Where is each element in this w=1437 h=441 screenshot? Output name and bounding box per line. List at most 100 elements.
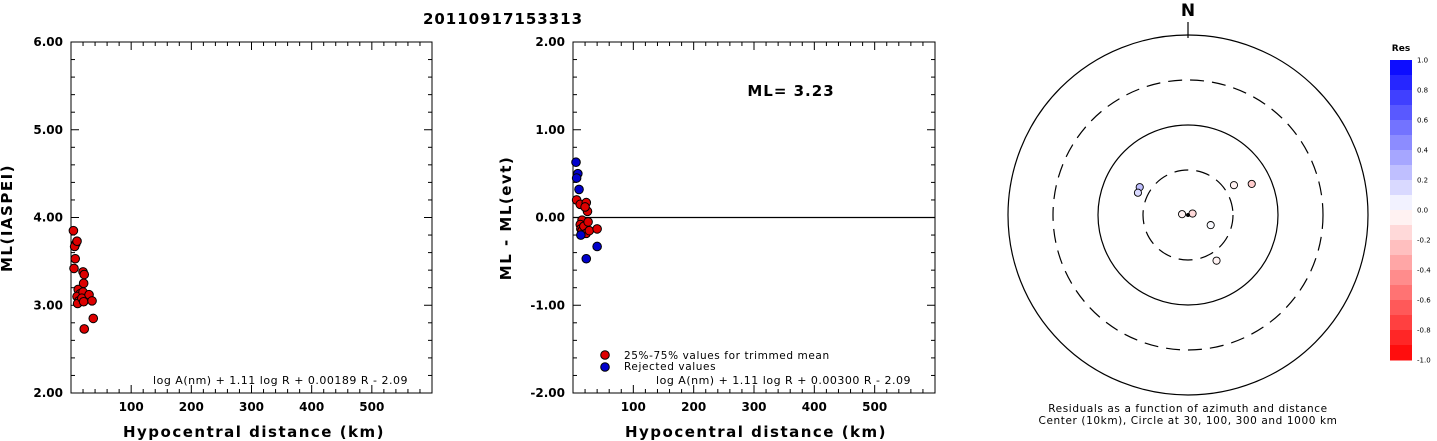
data-point xyxy=(87,296,97,306)
y-tick-label: 1.00 xyxy=(535,123,565,137)
y-tick-labels: 2.00 3.00 4.00 5.00 6.00 xyxy=(33,35,63,400)
colorbar-labels: 1.0 0.8 0.6 0.4 0.2 0.0 -0.2 -0.4 -0.6 -0.8 -1.0 xyxy=(1417,57,1431,365)
data-point xyxy=(583,217,593,227)
y-tick-label: -2.00 xyxy=(530,386,565,400)
ring-100km xyxy=(1097,124,1279,306)
colorbar-cell xyxy=(1390,225,1412,241)
data-point xyxy=(592,241,602,252)
x-tick-label: 200 xyxy=(179,400,204,414)
data-point xyxy=(78,278,89,289)
colorbar-cell xyxy=(1390,285,1412,301)
ml-vs-distance-panel: 2.00 3.00 4.00 5.00 6.00 100 200 300 400 500 ML(… xyxy=(0,35,433,441)
colorbar-label: -0.8 xyxy=(1417,327,1431,335)
colorbar-label: -1.0 xyxy=(1417,357,1431,365)
y-tick-label: 5.00 xyxy=(33,123,63,137)
colorbar-cells xyxy=(1390,60,1412,361)
legend-label-rejected: Rejected values xyxy=(624,361,716,373)
data-point xyxy=(79,269,90,280)
x-tick-label: 500 xyxy=(359,400,384,414)
data-point xyxy=(70,253,81,264)
legend-marker-rejected xyxy=(600,362,610,372)
y-axis-label: ML - ML(evt) xyxy=(497,156,515,280)
y-tick-label: 6.00 xyxy=(33,35,63,49)
ring-30km xyxy=(1142,169,1234,261)
colorbar-cell xyxy=(1390,120,1412,136)
colorbar-label: 0.0 xyxy=(1417,207,1428,215)
colorbar-cell xyxy=(1390,300,1412,316)
data-point xyxy=(69,263,79,274)
map-caption-line2: Center (10km), Circle at 30, 100, 300 an… xyxy=(1039,415,1338,427)
colorbar-title: Res xyxy=(1392,44,1410,54)
x-tick-labels: 100 200 300 400 500 xyxy=(621,400,887,414)
map-caption-line1: Residuals as a function of azimuth and d… xyxy=(1048,403,1328,415)
ml-annotation: ML= 3.23 xyxy=(747,82,834,100)
x-axis-label: Hypocentral distance (km) xyxy=(625,423,887,441)
ring-1000km xyxy=(1007,34,1369,396)
colorbar-cell xyxy=(1390,330,1412,346)
residual-vs-distance-panel: -2.00 -1.00 0.00 1.00 2.00 100 200 300 400 500 M… xyxy=(497,35,936,441)
data-point xyxy=(79,324,90,334)
data-point xyxy=(576,230,586,240)
magnitude-formula: log A(nm) + 1.11 log R + 0.00189 R - 2.0… xyxy=(153,374,408,387)
x-tick-label: 300 xyxy=(741,400,766,414)
colorbar-cell xyxy=(1390,135,1412,151)
station-marker xyxy=(1188,209,1197,218)
x-tick-label: 100 xyxy=(119,400,144,414)
x-tick-label: 400 xyxy=(802,400,827,414)
data-point xyxy=(584,225,595,236)
colorbar-label: -0.4 xyxy=(1417,267,1431,275)
colorbar-cell xyxy=(1390,165,1412,181)
data-points xyxy=(571,157,602,264)
data-point xyxy=(88,313,99,324)
legend-label-trimmed: 25%-75% values for trimmed mean xyxy=(624,350,830,362)
colorbar-cell xyxy=(1390,90,1412,106)
legend-marker-trimmed xyxy=(600,350,610,360)
station-marker xyxy=(1247,179,1256,188)
colorbar-cell xyxy=(1390,180,1412,196)
y-tick-label: 3.00 xyxy=(33,298,63,312)
magnitude-formula: log A(nm) + 1.11 log R + 0.00300 R - 2.0… xyxy=(656,374,911,387)
station-marker xyxy=(1178,210,1187,219)
residual-colorbar: Res 1.0 0.8 0.6 0.4 0.2 0.0 -0.2 -0.4 -0.6 -0.8 -1… xyxy=(1390,44,1431,365)
colorbar-cell xyxy=(1390,315,1412,331)
x-tick-labels: 100 200 300 400 500 xyxy=(119,400,385,414)
figure-title: 20110917153313 xyxy=(423,10,583,28)
colorbar-cell xyxy=(1390,240,1412,256)
y-tick-labels: -2.00 -1.00 0.00 1.00 2.00 xyxy=(530,35,565,400)
y-tick-label: 0.00 xyxy=(535,211,565,225)
colorbar-cell xyxy=(1390,345,1412,361)
colorbar-cell xyxy=(1390,210,1412,226)
colorbar-label: 0.8 xyxy=(1417,87,1428,95)
colorbar-label: -0.6 xyxy=(1417,297,1431,305)
x-axis-label: Hypocentral distance (km) xyxy=(123,423,385,441)
colorbar-cell xyxy=(1390,270,1412,286)
data-point xyxy=(571,157,581,168)
x-tick-label: 100 xyxy=(621,400,646,414)
data-point xyxy=(592,224,602,234)
x-tick-label: 400 xyxy=(299,400,324,414)
y-tick-label: 4.00 xyxy=(33,211,63,225)
plot-frame xyxy=(70,41,433,394)
colorbar-label: 0.6 xyxy=(1417,117,1429,125)
colorbar-cell xyxy=(1390,195,1412,211)
station-marker xyxy=(1212,256,1221,265)
colorbar-cell xyxy=(1390,150,1412,166)
colorbar-cell xyxy=(1390,105,1412,121)
azimuth-residual-map: N Residuals as a function of azimuth and… xyxy=(1007,1,1369,427)
north-label: N xyxy=(1181,1,1195,21)
data-point xyxy=(72,236,82,246)
colorbar-label: 1.0 xyxy=(1417,57,1428,65)
ring-300km xyxy=(1052,79,1324,351)
colorbar-label: 0.4 xyxy=(1417,147,1429,155)
station-marker xyxy=(1206,221,1215,230)
colorbar-cell xyxy=(1390,75,1412,91)
x-tick-label: 200 xyxy=(681,400,706,414)
colorbar-cell xyxy=(1390,255,1412,271)
data-point xyxy=(580,202,590,212)
data-point xyxy=(574,184,584,195)
epicenter-marker xyxy=(1186,213,1190,217)
data-point xyxy=(581,253,592,264)
station-marker xyxy=(1229,181,1239,190)
y-tick-label: -1.00 xyxy=(530,298,565,312)
